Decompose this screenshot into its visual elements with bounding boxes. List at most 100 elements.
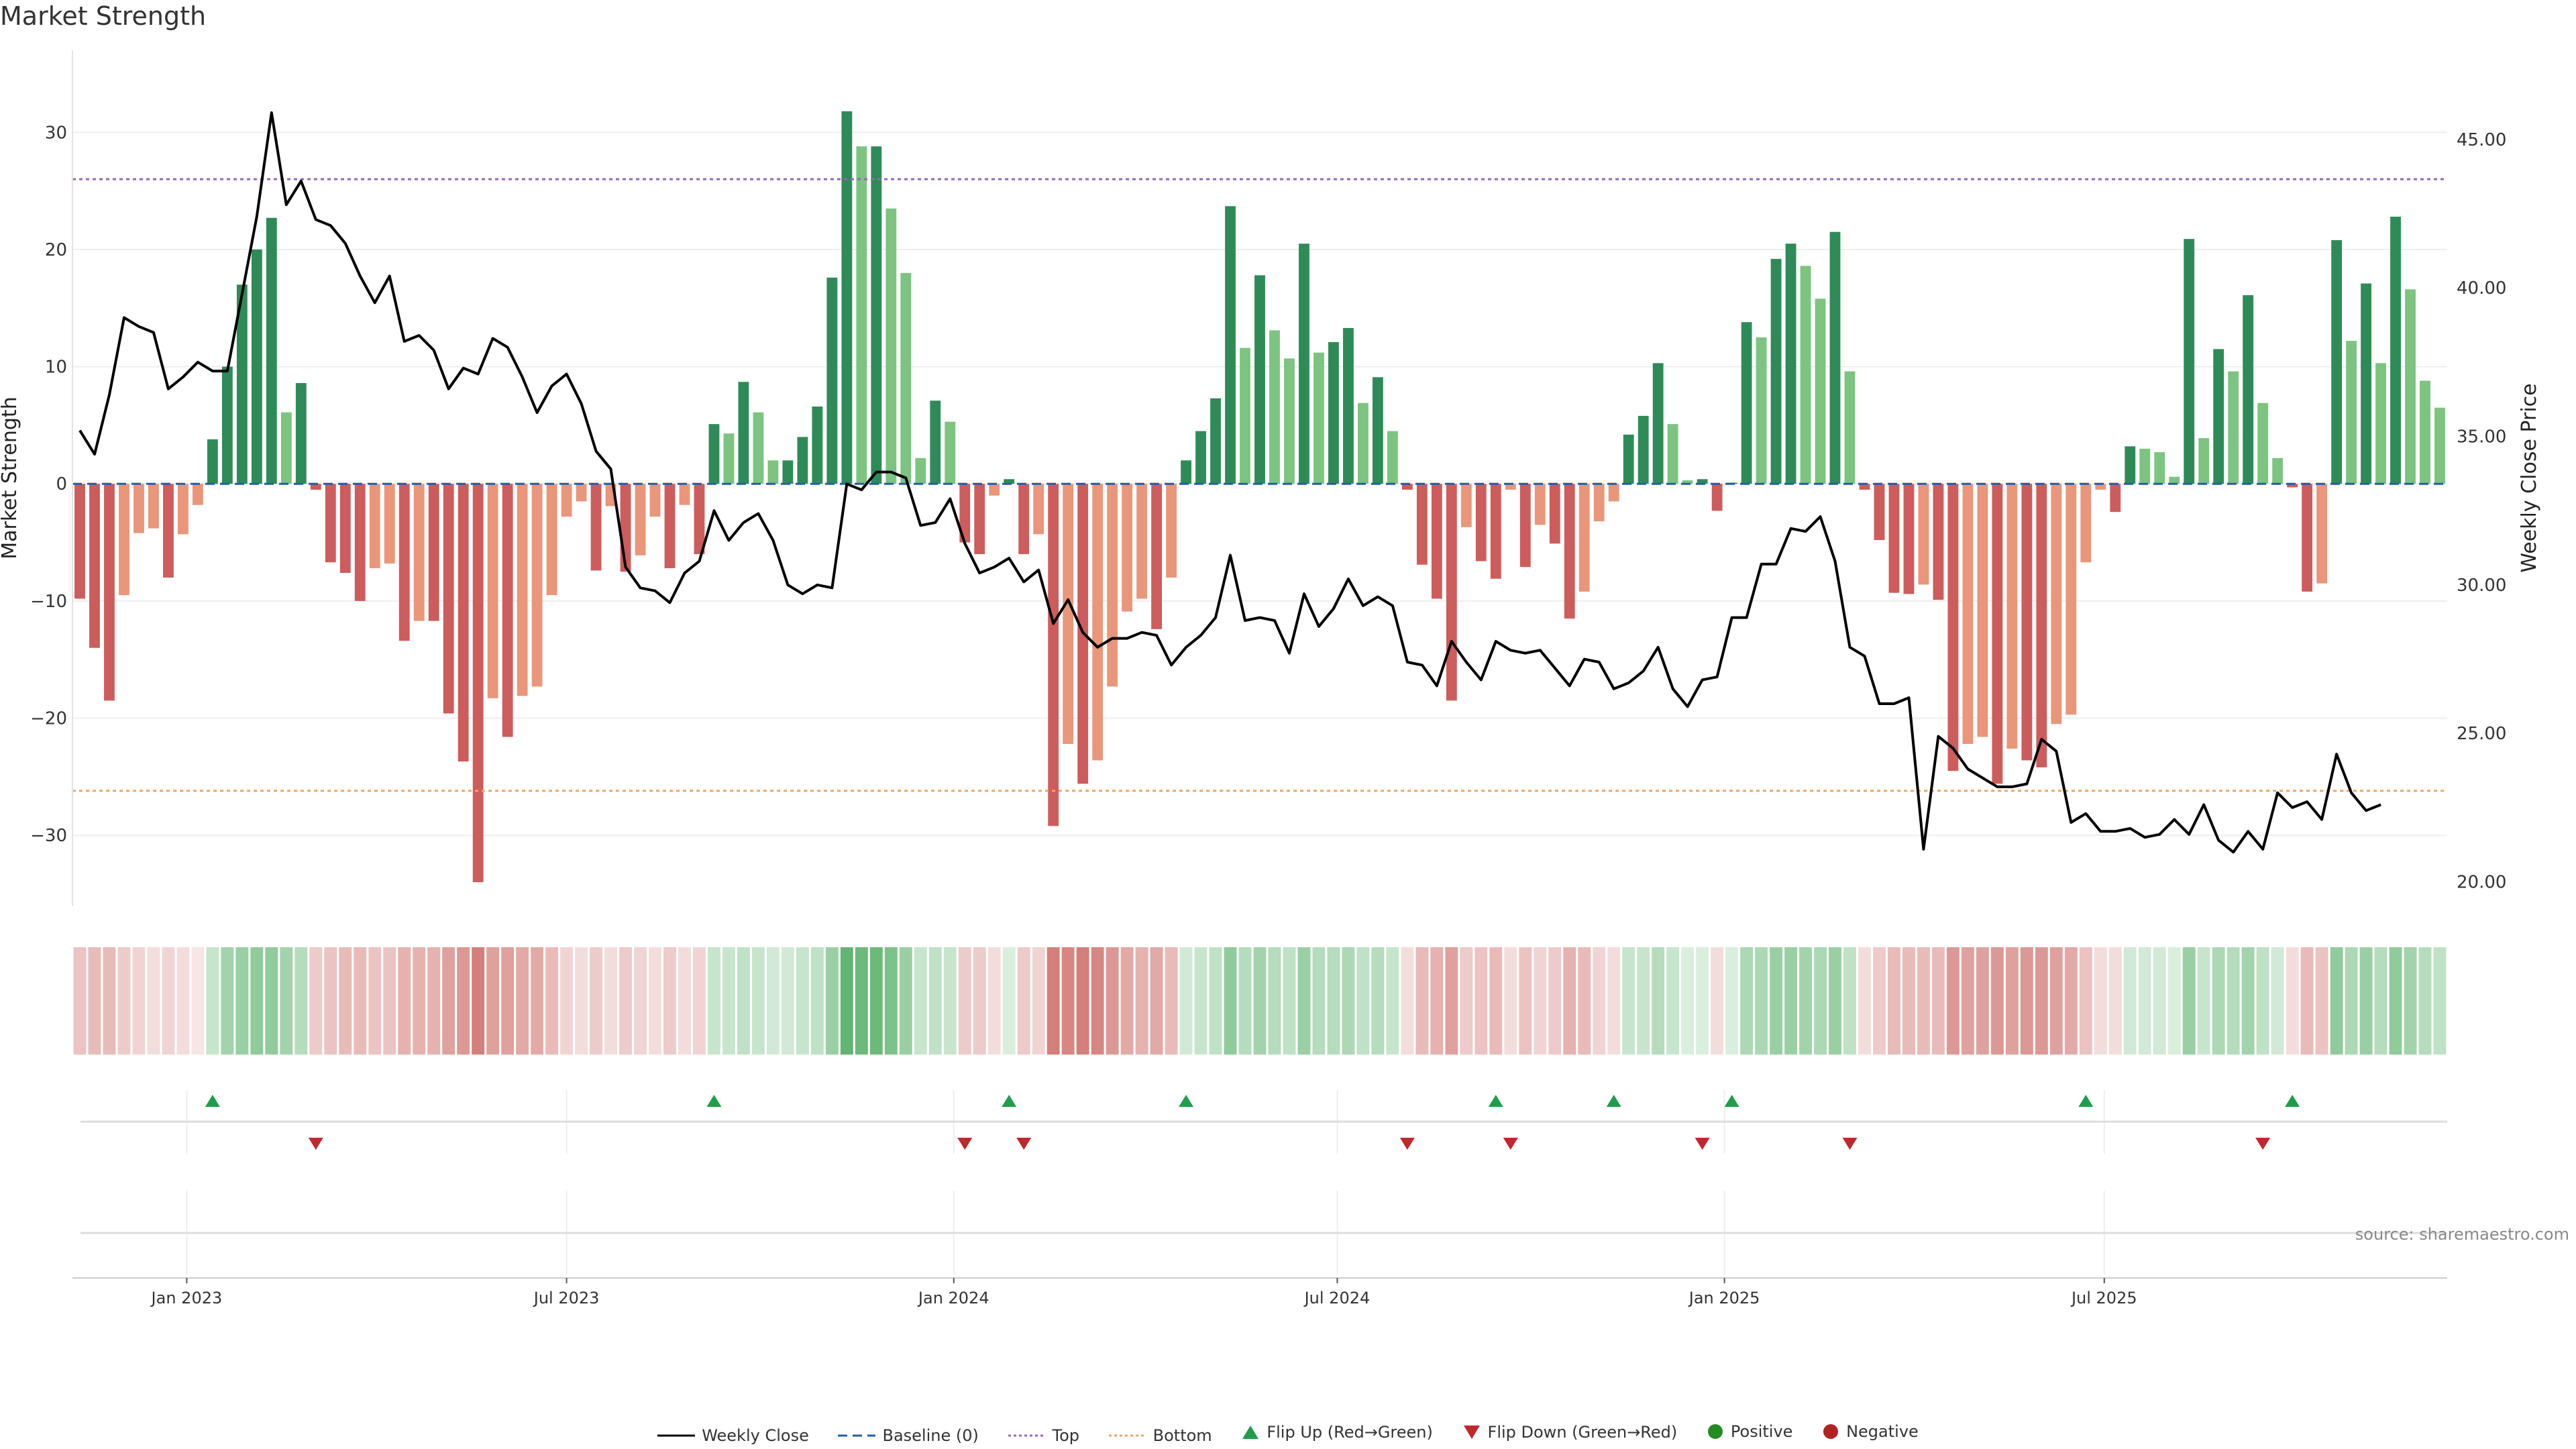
heat-cell (1740, 947, 1754, 1055)
legend-label: Top (1052, 1426, 1080, 1445)
heat-cell (1946, 947, 1960, 1055)
strength-bar (1210, 398, 1221, 484)
y2-tick-label: 25.00 (2457, 724, 2506, 744)
heat-cell (2197, 947, 2210, 1055)
strength-bar (339, 484, 351, 573)
heat-cell (545, 947, 559, 1055)
flip-up-marker (1488, 1095, 1503, 1107)
legend-item-bottom: Bottom (1108, 1426, 1212, 1445)
heat-cell (604, 947, 618, 1055)
strength-bar (635, 484, 646, 555)
heat-cell (2271, 947, 2284, 1055)
reference-lines (72, 178, 2447, 792)
heat-cell (1371, 947, 1385, 1055)
strength-bar (1770, 258, 1782, 484)
strength-bar (1608, 484, 1619, 502)
strength-bar (2139, 448, 2151, 484)
strength-bar (1033, 484, 1044, 535)
legend-label: Negative (1846, 1422, 1919, 1441)
heat-cell (1534, 947, 1547, 1055)
strength-bar (2420, 380, 2430, 484)
heat-cell (2035, 947, 2048, 1055)
heat-cell (1489, 947, 1503, 1055)
y-tick-label: 30 (45, 123, 67, 143)
strength-bars (74, 111, 2445, 883)
heat-cell (1430, 947, 1444, 1055)
strength-bar (266, 217, 277, 484)
x-tick-label: Jul 2023 (533, 1289, 600, 1307)
heat-cell (2094, 947, 2107, 1055)
heat-cell (1917, 947, 1930, 1055)
strength-bar (310, 484, 321, 490)
strength-bar (1122, 484, 1133, 612)
strength-bar (458, 484, 469, 762)
strength-bar (826, 277, 838, 484)
y-tick-label: −30 (30, 826, 67, 846)
heat-cell (1312, 947, 1326, 1055)
heat-cell (1002, 947, 1016, 1055)
strength-bar (2198, 438, 2210, 484)
heat-cell (2123, 947, 2137, 1055)
heat-cell (1976, 947, 1989, 1055)
strength-bar (1918, 484, 1929, 585)
strength-bar (974, 484, 985, 555)
strength-bar (384, 484, 395, 564)
strength-bar (1018, 484, 1030, 555)
heat-cell (398, 947, 411, 1055)
heat-cell (1076, 947, 1089, 1055)
heat-cell (2108, 947, 2122, 1055)
heat-cell (501, 947, 515, 1055)
strength-bar (502, 484, 513, 737)
heat-cell (987, 947, 1001, 1055)
strength-bar (133, 484, 144, 533)
y2-tick-label: 45.00 (2457, 130, 2506, 150)
strength-bar (119, 484, 129, 596)
strength-bar (945, 421, 956, 484)
heat-cell (958, 947, 971, 1055)
heat-cell (1637, 947, 1650, 1055)
heat-cell (973, 947, 986, 1055)
strength-bar (679, 484, 690, 505)
heat-cell (354, 947, 367, 1055)
heat-cell (2079, 947, 2092, 1055)
heat-cell (1342, 947, 1355, 1055)
strength-bar (1977, 484, 1988, 737)
legend-item-negative: Negative (1822, 1422, 1919, 1441)
heat-cell (2330, 947, 2343, 1055)
strength-bar (1136, 484, 1148, 599)
strength-bar (2287, 484, 2298, 488)
strength-bar (546, 484, 557, 596)
strength-bar (1519, 484, 1531, 568)
strength-bar (1785, 244, 1796, 484)
heat-cell (2241, 947, 2255, 1055)
strength-bar (236, 284, 248, 484)
heat-cell (1799, 947, 1812, 1055)
strength-bar (2316, 484, 2328, 584)
y-tick-label: 10 (45, 358, 67, 378)
flip-up-marker (205, 1095, 220, 1107)
weekly-close-line (78, 111, 2381, 854)
strength-bar (590, 484, 602, 571)
heat-cell (1194, 947, 1208, 1055)
heat-cell (2418, 947, 2432, 1055)
heat-cell (2433, 947, 2447, 1055)
strength-bar (1741, 322, 1752, 484)
strength-bar (1401, 484, 1413, 490)
heat-cell (516, 947, 529, 1055)
heat-cell (1858, 947, 1871, 1055)
heat-cell (250, 947, 264, 1055)
strength-bar (1048, 484, 1059, 826)
heat-cell (825, 947, 839, 1055)
heat-cell (1873, 947, 1886, 1055)
strength-bar (207, 439, 218, 484)
strength-bar (1697, 479, 1708, 484)
heat-cell (2005, 947, 2019, 1055)
flip-down-marker (957, 1138, 973, 1150)
legend-item-weekly-close: Weekly Close (657, 1426, 809, 1445)
heat-cell (928, 947, 942, 1055)
strength-bar (2243, 295, 2254, 484)
strength-bar (1578, 484, 1590, 592)
strength-bar (1549, 484, 1560, 544)
strength-bar (856, 146, 867, 484)
